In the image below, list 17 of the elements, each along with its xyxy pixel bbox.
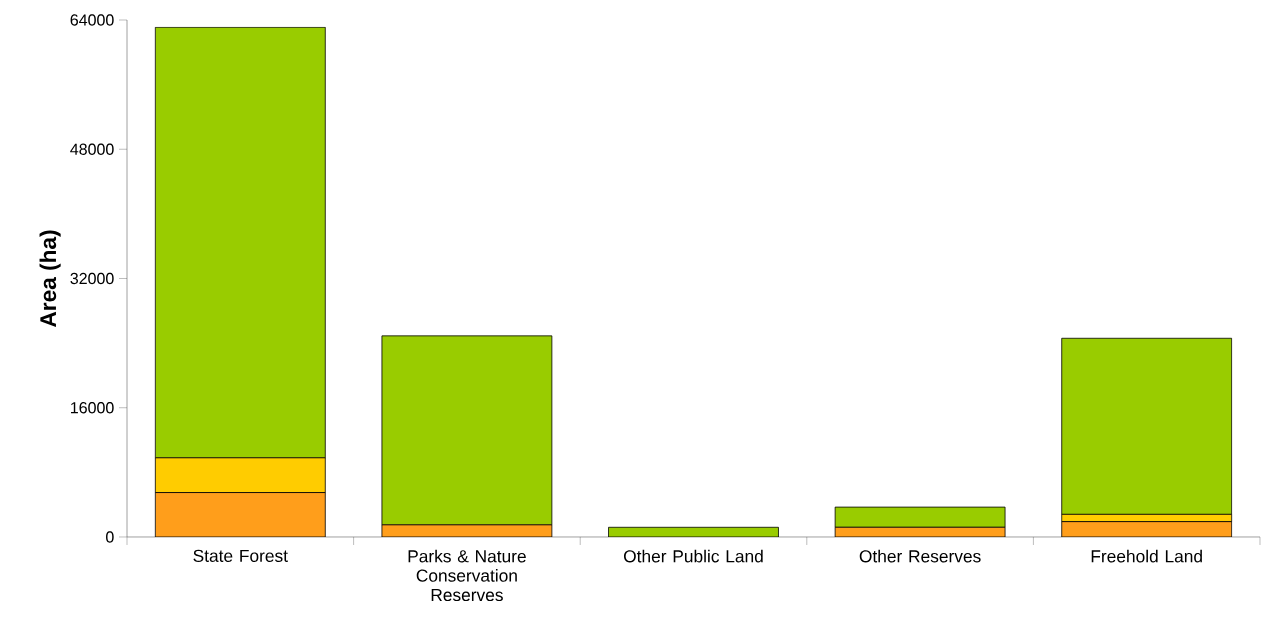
bar: [834, 506, 1006, 528]
y-axis-title: Area (ha): [39, 230, 61, 328]
y-tick-label: 16000: [71, 402, 114, 414]
y-tick-label: 48000: [70, 143, 114, 155]
bar: [154, 26, 326, 459]
bar: [1061, 521, 1233, 537]
x-tick-label: Other Public Land: [623, 549, 763, 563]
y-tick-label: 32000: [70, 272, 114, 285]
x-tick-label: Freehold Land: [1091, 549, 1202, 563]
y-tick-label: 64000: [70, 14, 114, 26]
x-tick-label: State Forest: [193, 549, 288, 562]
y-tick-label: 0: [106, 531, 114, 543]
bar: [154, 492, 326, 537]
x-tick-label: Other Reserves: [859, 549, 981, 563]
bar: [381, 335, 553, 526]
bar: [1061, 337, 1233, 515]
x-tick-label: Parks & Nature Conservation Reserves: [408, 549, 526, 602]
